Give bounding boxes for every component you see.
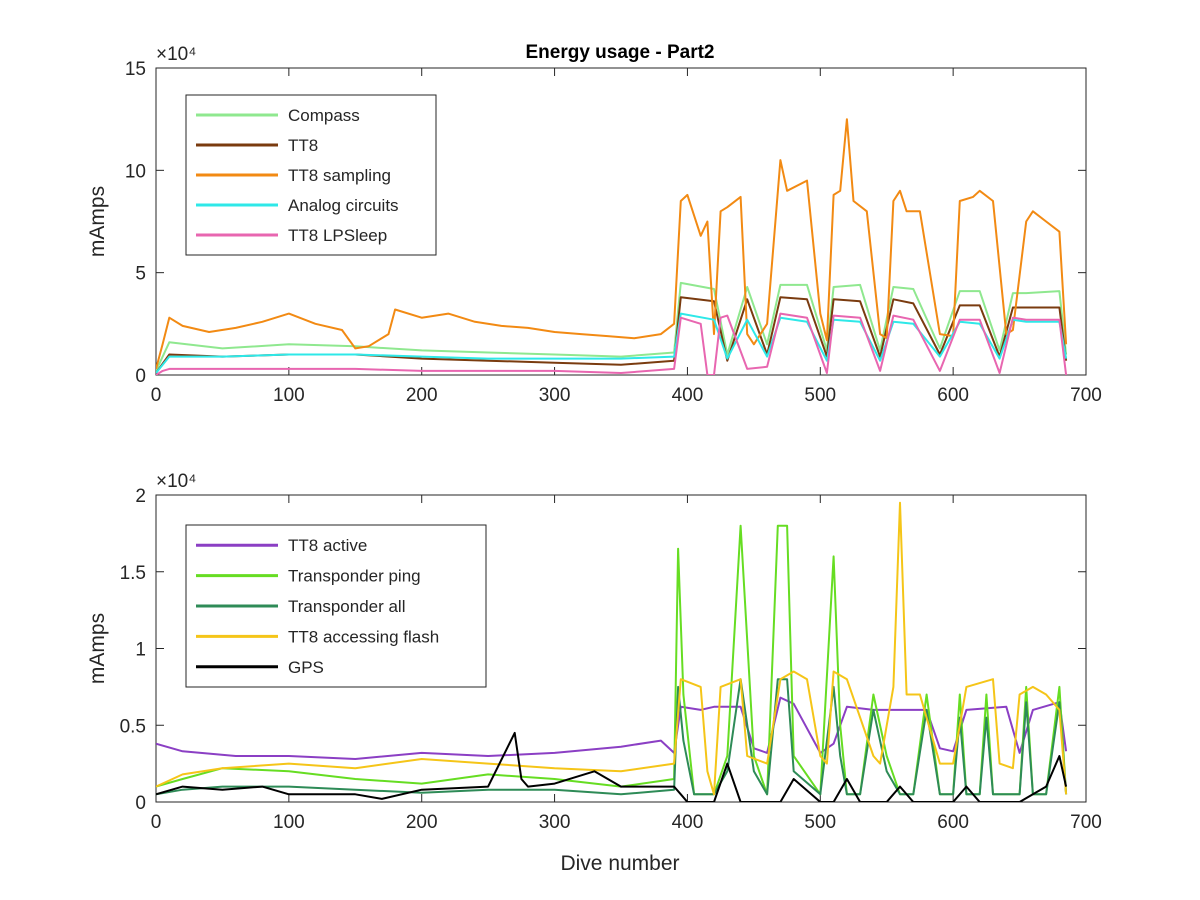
legend-entry: GPS — [288, 658, 324, 677]
series-line-compass — [156, 281, 1068, 372]
y-tick-label: 1.5 — [120, 563, 146, 584]
legend-entry: TT8 sampling — [288, 166, 391, 185]
y-tick-label: 2 — [135, 486, 146, 507]
legend-entry: Transponder ping — [288, 567, 421, 586]
series-line-tt8-sampling — [156, 118, 1068, 370]
x-tick-label: 0 — [151, 812, 162, 833]
x-tick-label: 0 — [151, 385, 162, 406]
legend-entry: TT8 accessing flash — [288, 627, 439, 646]
y-tick-label: 15 — [125, 59, 146, 80]
x-tick-label: 300 — [539, 385, 571, 406]
figure-title: Energy usage - Part2 — [525, 42, 714, 63]
x-tick-label: 600 — [937, 812, 969, 833]
y-tick-label: 0 — [135, 366, 146, 387]
x-tick-label: 500 — [804, 385, 836, 406]
x-tick-label: 400 — [672, 385, 704, 406]
x-tick-label: 600 — [937, 385, 969, 406]
y-tick-label: 1 — [135, 640, 146, 661]
y-multiplier-label: ×10⁴ — [156, 44, 196, 65]
y-axis-label: mAmps — [86, 186, 109, 257]
legend-entry: TT8 LPSleep — [288, 226, 387, 245]
top-axes: 0 100 200 300 400 500 600 700 0 5 10 15 ×10⁴ mAmps Com… — [86, 44, 1102, 406]
legend-entry: TT8 active — [288, 536, 367, 555]
legend-entry: Analog circuits — [288, 196, 399, 215]
y-tick-label: 5 — [135, 264, 146, 285]
x-tick-label: 400 — [672, 812, 704, 833]
y-multiplier-label: ×10⁴ — [156, 471, 196, 492]
legend: TT8 active Transponder ping Transponder al… — [185, 524, 487, 688]
y-tick-label: 0 — [135, 793, 146, 814]
series-line-tt8-accessing-flash — [156, 501, 1068, 796]
x-tick-label: 700 — [1070, 812, 1102, 833]
x-tick-label: 300 — [539, 812, 571, 833]
x-axis-label: Dive number — [560, 852, 679, 875]
x-tick-label: 100 — [273, 812, 305, 833]
legend-entry: TT8 — [288, 136, 318, 155]
series-line-gps — [156, 731, 1068, 802]
y-axis-label: mAmps — [86, 613, 109, 684]
series-line-tt8 — [156, 296, 1068, 374]
legend: Compass TT8 TT8 sampling Analog circuits TT8… — [185, 94, 437, 256]
y-tick-label: 0.5 — [120, 716, 146, 737]
x-tick-label: 200 — [406, 812, 438, 833]
y-tick-label: 10 — [125, 161, 146, 182]
x-tick-label: 100 — [273, 385, 305, 406]
x-tick-label: 700 — [1070, 385, 1102, 406]
legend-entry: Compass — [288, 106, 360, 125]
bottom-axes: 0 100 200 300 400 500 600 700 0 0.5 1 1.5 2 ×10⁴ mAmps… — [86, 471, 1102, 833]
series-line-tt8-lpsleep — [156, 312, 1068, 375]
x-tick-label: 200 — [406, 385, 438, 406]
series-line-transponder-all — [156, 678, 1068, 796]
legend-entry: Transponder all — [288, 597, 406, 616]
x-tick-label: 500 — [804, 812, 836, 833]
